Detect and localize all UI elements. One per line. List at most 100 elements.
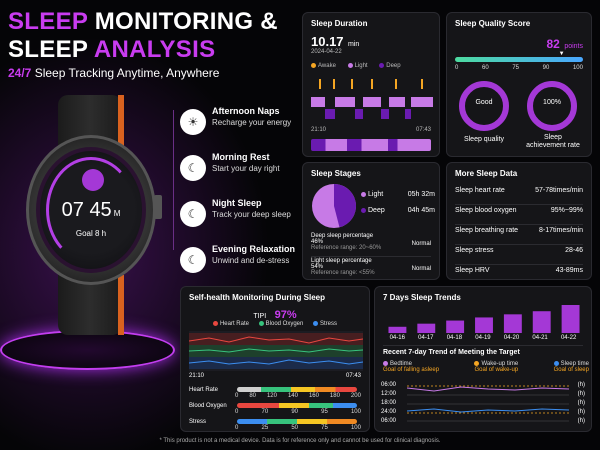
wake-dot [474, 361, 480, 366]
divider [311, 256, 431, 257]
watch-crown [154, 195, 162, 219]
time-tick: 24:00 [381, 409, 397, 415]
legend-heart-rate: Heart Rate [219, 321, 249, 328]
tick: 95 [321, 409, 328, 415]
headline-line-2: SLEEP ANALYSIS [8, 36, 300, 64]
trend-bar [446, 320, 465, 333]
tick: 90 [542, 65, 550, 71]
trend-bar [532, 311, 551, 333]
unit-label: (h) [577, 400, 585, 406]
legend-light: Light [354, 63, 368, 70]
headline-text-1: MONITORING & [94, 8, 278, 35]
deep-percentage-block: Deep sleep percentage 46% Reference rang… [311, 233, 401, 251]
tipi-score: TIPI 97% [181, 305, 369, 323]
tick: 0 [235, 425, 239, 431]
legend-deep-dot [379, 63, 385, 68]
duration-end-time: 07:43 [415, 127, 431, 133]
headline: SLEEP MONITORING & SLEEP ANALYSIS 24/7 S… [8, 8, 300, 80]
legend-sleep-goal: Goal of sleep [553, 367, 589, 374]
legend-awake-dot [311, 63, 316, 68]
subtitle-text: Sleep Tracking Anytime, Anywhere [34, 66, 220, 80]
day-label: 04-22 [560, 335, 577, 341]
stage-light-label: Light [368, 191, 384, 198]
duration-value: 10.17 min [311, 33, 359, 51]
trend-day-labels: 04-16 04-17 04-18 04-19 04-20 04-21 04-22 [383, 335, 583, 341]
legend-sleep-time: Sleep time [560, 361, 589, 368]
sleep-data-row: Sleep stress 28-46 [455, 247, 583, 265]
pie-deep-slice [334, 184, 357, 228]
time-tick: 18:00 [381, 400, 397, 406]
feature-evening-relaxation: ☾ Evening Relaxation Unwind and de-stres… [180, 244, 300, 284]
unit-label: (h) [577, 409, 585, 415]
disclaimer: * This product is not a medical device. … [159, 438, 441, 444]
legend-stress-dot [313, 321, 319, 326]
legend-bedtime-goal: Goal of falling asleep [383, 367, 440, 374]
trend-bar [475, 317, 493, 333]
sleep-trends-panel: 7 Days Sleep Trends 04-16 04-17 04-18 04-19… [374, 286, 592, 432]
quality-ring: Good [459, 81, 509, 131]
legend-light-dot [347, 63, 353, 68]
headline-text-2: SLEEP [8, 36, 88, 63]
tipi-value: 97% [274, 309, 297, 321]
target-legend: Bedtime Goal of falling asleep Wake-up ti… [383, 361, 589, 373]
tick: 100 [572, 65, 583, 71]
tick: 0 [235, 409, 239, 415]
target-trend-graph [407, 385, 569, 422]
quality-ring-caption: Sleep quality [463, 136, 505, 143]
quality-ticks: 0 60 75 90 100 [455, 65, 583, 71]
sleep-data-label: Sleep heart rate [455, 187, 505, 194]
time-suffix: M [113, 209, 121, 218]
achievement-caption-line-2: achievement rate [526, 142, 580, 149]
feature-afternoon-naps: ☀ Afternoon Naps Recharge your energy [180, 106, 300, 146]
legend-blood-oxygen-dot [258, 321, 264, 326]
sleep-data-value: 95%~99% [550, 207, 583, 214]
light-dot [361, 191, 366, 197]
heart-rate-scale [237, 387, 357, 392]
self-health-panel: Self-health Monitoring During Sleep TIPI… [180, 286, 370, 432]
duration-number: 10.17 [311, 34, 344, 49]
heart-rate-label: Heart Rate [189, 387, 219, 393]
tick: 100 [350, 425, 361, 431]
deep-pct-title: Deep sleep percentage [311, 233, 374, 239]
deep-pct-value: 46% [311, 239, 324, 245]
tick: 140 [287, 393, 298, 399]
sleep-data-value: 43-89ms [555, 267, 583, 274]
feature-desc: Unwind and de-stress [212, 256, 290, 265]
sleep-data-value: 8-17times/min [539, 227, 583, 234]
stage-deep-label: Deep [368, 207, 385, 214]
sleep-data-label: Sleep blood oxygen [455, 207, 517, 214]
light-pct-title: Light sleep percentage [311, 258, 372, 264]
legend-awake: Awake [318, 63, 336, 70]
sleep-data-label: Sleep HRV [455, 267, 490, 274]
feature-desc: Recharge your energy [212, 118, 292, 127]
blood-oxygen-label: Blood Oxygen [189, 403, 227, 409]
quality-score-bar [455, 57, 583, 62]
panel-title: More Sleep Data [455, 169, 518, 178]
day-label: 04-17 [418, 335, 434, 341]
headline-accent-2: ANALYSIS [93, 36, 216, 63]
feature-title: Night Sleep [212, 198, 262, 208]
health-legend: Heart Rate Blood Oxygen Stress [181, 321, 369, 327]
tick: 75 [512, 65, 519, 71]
legend-heart-rate-dot [212, 321, 218, 326]
sleep-data-row: Sleep blood oxygen 95%~99% [455, 207, 583, 225]
unit-label: (h) [577, 382, 585, 388]
light-status: Normal [411, 266, 431, 272]
target-unit-axis: (h) (h) (h) (h) (h) [578, 381, 585, 426]
duration-timeline-bar [311, 139, 431, 151]
tick: 160 [308, 393, 319, 399]
sleep-data-label: Sleep stress [455, 247, 494, 254]
sleep-quality-panel: Sleep Quality Score 82 points ▼ 0 60 75 … [446, 12, 592, 157]
blood-oxygen-ticks: 0 70 90 95 100 [235, 409, 361, 415]
quality-score: 82 points [547, 35, 584, 53]
tick: 80 [249, 393, 256, 399]
quality-marker-icon: ▼ [558, 51, 565, 57]
light-pct-value: 54% [311, 264, 324, 270]
duration-start-time: 21:10 [311, 127, 327, 133]
legend-blood-oxygen: Blood Oxygen [265, 321, 304, 328]
trend-bar-chart [388, 305, 580, 333]
sleep-data-row: Sleep heart rate 57-78times/min [455, 187, 583, 205]
achievement-ring: 100% [527, 81, 577, 131]
time-tick: 06:00 [381, 418, 397, 424]
sleep-time-dot [553, 361, 559, 366]
